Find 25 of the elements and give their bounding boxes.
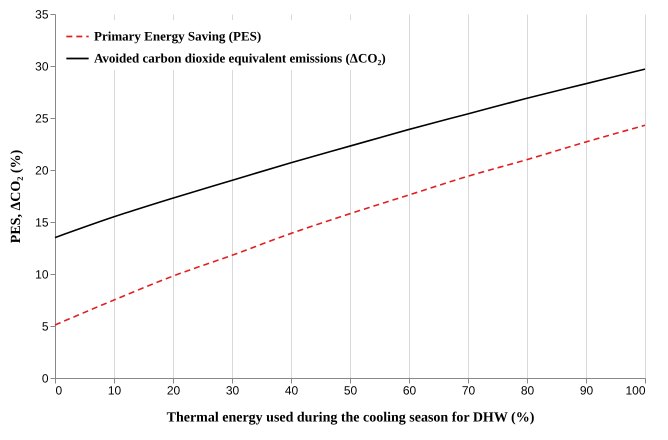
line-series — [54, 68, 646, 238]
y-tick-label: 5 — [42, 320, 49, 334]
x-tick-label: 0 — [56, 384, 62, 398]
x-tick-label: 30 — [226, 384, 240, 398]
y-tick-label: 35 — [35, 8, 49, 22]
legend-label: Primary Energy Saving (PES) — [94, 28, 262, 44]
x-tick-label: 70 — [462, 384, 476, 398]
y-tick-label: 0 — [42, 372, 49, 386]
y-tick-label: 30 — [35, 60, 49, 74]
y-axis-title: PES, ΔCO₂ (%) — [9, 149, 24, 244]
x-tick-label: 100 — [625, 384, 646, 398]
x-tick-label: 90 — [580, 384, 594, 398]
x-tick-label: 10 — [108, 384, 122, 398]
x-tick-label: 60 — [402, 384, 416, 398]
x-tick-label: 40 — [284, 384, 298, 398]
x-tick-label: 20 — [166, 384, 180, 398]
line-series — [54, 124, 646, 326]
y-tick-label: 15 — [35, 216, 49, 230]
x-axis-title: Thermal energy used during the cooling season for DHW (%) — [166, 410, 535, 426]
x-tick-label: 50 — [344, 384, 358, 398]
legend-label: Avoided carbon dioxide equivalent emissions (ΔCO₂) — [94, 50, 386, 66]
x-tick-label: 80 — [520, 384, 534, 398]
y-tick-label: 20 — [35, 164, 49, 178]
y-tick-label: 25 — [35, 112, 49, 126]
y-tick-label: 10 — [35, 268, 49, 282]
